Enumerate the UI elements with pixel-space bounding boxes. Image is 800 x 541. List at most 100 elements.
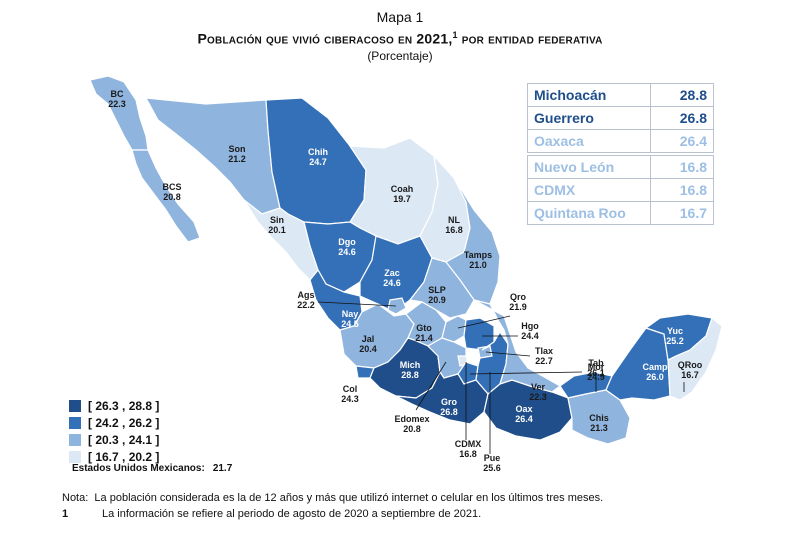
ranking-row-top-1: Michoacán 28.8 [528,84,714,107]
label-ags-abbr: Ags [297,290,314,300]
footnote-ref: 1 [62,506,102,522]
label-tamps-abbr: Tamps [464,250,492,260]
label-bc-value: 22.3 [108,99,126,109]
label-edomex: Edomex20.8 [394,414,429,434]
label-chih-abbr: Chih [308,147,328,157]
ranking-row-top-2: Guerrero 26.8 [528,107,714,130]
label-qro: Qro21.9 [509,292,527,312]
legend-swatch [68,399,82,413]
legend-item: [ 24.2 , 26.2 ] [68,414,159,431]
label-yuc: Yuc25.2 [666,326,684,346]
label-jal-abbr: Jal [362,334,375,344]
label-nay-abbr: Nay [342,309,359,319]
ranking-row-top-3: Oaxaca 26.4 [528,130,714,153]
label-sin: Sin20.1 [268,215,286,235]
label-son-value: 21.2 [228,154,246,164]
legend-label: [ 26.3 , 28.8 ] [88,399,159,413]
label-gto-value: 21.4 [415,333,433,343]
label-tlax-value: 22.7 [535,356,553,366]
state-qro[interactable] [442,316,466,342]
note-line: Nota: La población considerada es la de … [62,490,603,506]
label-hgo-value: 24.4 [521,331,539,341]
national-value: 21.7 [213,463,232,474]
label-oax: Oax26.4 [515,404,533,424]
label-tlax: Tlax22.7 [535,346,553,366]
label-ver: Ver22.3 [529,382,547,402]
legend-swatch [68,416,82,430]
label-gro: Gro26.8 [440,397,458,417]
label-gto: Gto21.4 [415,323,433,343]
label-col: Col24.3 [341,384,359,404]
label-sin-value: 20.1 [268,225,286,235]
legend-label: [ 16.7 , 20.2 ] [88,450,159,464]
ranking-name: CDMX [528,179,651,202]
map-legend: [ 26.3 , 28.8 ] [ 24.2 , 26.2 ] [ 20.3 ,… [68,397,159,465]
label-qro-abbr: Qro [510,292,527,302]
ranking-name: Guerrero [528,107,651,130]
label-bcs-value: 20.8 [163,192,181,202]
label-nay-value: 24.5 [341,319,359,329]
label-gro-abbr: Gro [441,397,458,407]
footnote-text: La información se refiere al periodo de … [102,508,481,520]
label-camp-value: 26.0 [646,372,664,382]
label-slp-abbr: SLP [428,285,446,295]
ranking-row-bottom-3: Quintana Roo 16.7 [528,202,714,225]
label-zac-value: 24.6 [383,278,401,288]
label-yuc-abbr: Yuc [667,326,683,336]
label-dgo: Dgo24.6 [338,237,356,257]
label-hgo-abbr: Hgo [521,321,539,331]
label-cdmx-abbr: CDMX [455,439,482,449]
label-sin-abbr: Sin [270,215,284,225]
ranking-table: Michoacán 28.8 Guerrero 26.8 Oaxaca 26.4… [527,83,714,225]
label-nay: Nay24.5 [341,309,359,329]
label-oax-abbr: Oax [515,404,532,414]
label-coah-abbr: Coah [391,184,414,194]
footnote-line: 1La información se refiere al periodo de… [62,506,603,522]
note-label: Nota: [62,492,88,504]
label-slp: SLP20.9 [428,285,446,305]
legend-label: [ 24.2 , 26.2 ] [88,416,159,430]
label-yuc-value: 25.2 [666,336,684,346]
label-tab: Tab26.1 [587,358,605,378]
label-coah: Coah19.7 [391,184,414,204]
label-mich-abbr: Mich [400,360,421,370]
label-bc: BC22.3 [108,89,126,109]
label-slp-value: 20.9 [428,295,446,305]
label-pue-value: 25.6 [483,463,501,473]
label-dgo-abbr: Dgo [338,237,356,247]
label-oax-value: 26.4 [515,414,533,424]
national-label: Estados Unidos Mexicanos: [72,463,205,474]
ranking-value: 16.8 [651,156,714,179]
note-text: La población considerada es la de 12 año… [94,492,603,504]
label-bcs-abbr: BCS [162,182,181,192]
ranking-value: 26.8 [651,107,714,130]
label-jal-value: 20.4 [359,344,377,354]
ranking-name: Quintana Roo [528,202,651,225]
label-dgo-value: 24.6 [338,247,356,257]
label-bc-abbr: BC [111,89,124,99]
label-mich-value: 28.8 [401,370,419,380]
label-gto-abbr: Gto [416,323,432,333]
label-chis-value: 21.3 [590,423,608,433]
label-jal: Jal20.4 [359,334,377,354]
label-nl-abbr: NL [448,215,460,225]
ranking-value: 16.7 [651,202,714,225]
label-edomex-value: 20.8 [403,424,421,434]
label-tab-abbr: Tab [588,358,604,368]
label-col-value: 24.3 [341,394,359,404]
ranking-row-bottom-2: CDMX 16.8 [528,179,714,202]
notes: Nota: La población considerada es la de … [62,490,603,522]
label-edomex-abbr: Edomex [394,414,429,424]
state-bc[interactable] [90,76,148,150]
legend-item: [ 26.3 , 28.8 ] [68,397,159,414]
label-mich: Mich28.8 [400,360,421,380]
label-chih: Chih24.7 [308,147,328,167]
label-cdmx-value: 16.8 [459,449,477,459]
label-chis-abbr: Chis [589,413,609,423]
label-ver-abbr: Ver [531,382,546,392]
label-zac: Zac24.6 [383,268,401,288]
label-chih-value: 24.7 [309,157,327,167]
label-bcs: BCS20.8 [162,182,181,202]
legend-swatch [68,433,82,447]
label-ver-value: 22.3 [529,392,547,402]
